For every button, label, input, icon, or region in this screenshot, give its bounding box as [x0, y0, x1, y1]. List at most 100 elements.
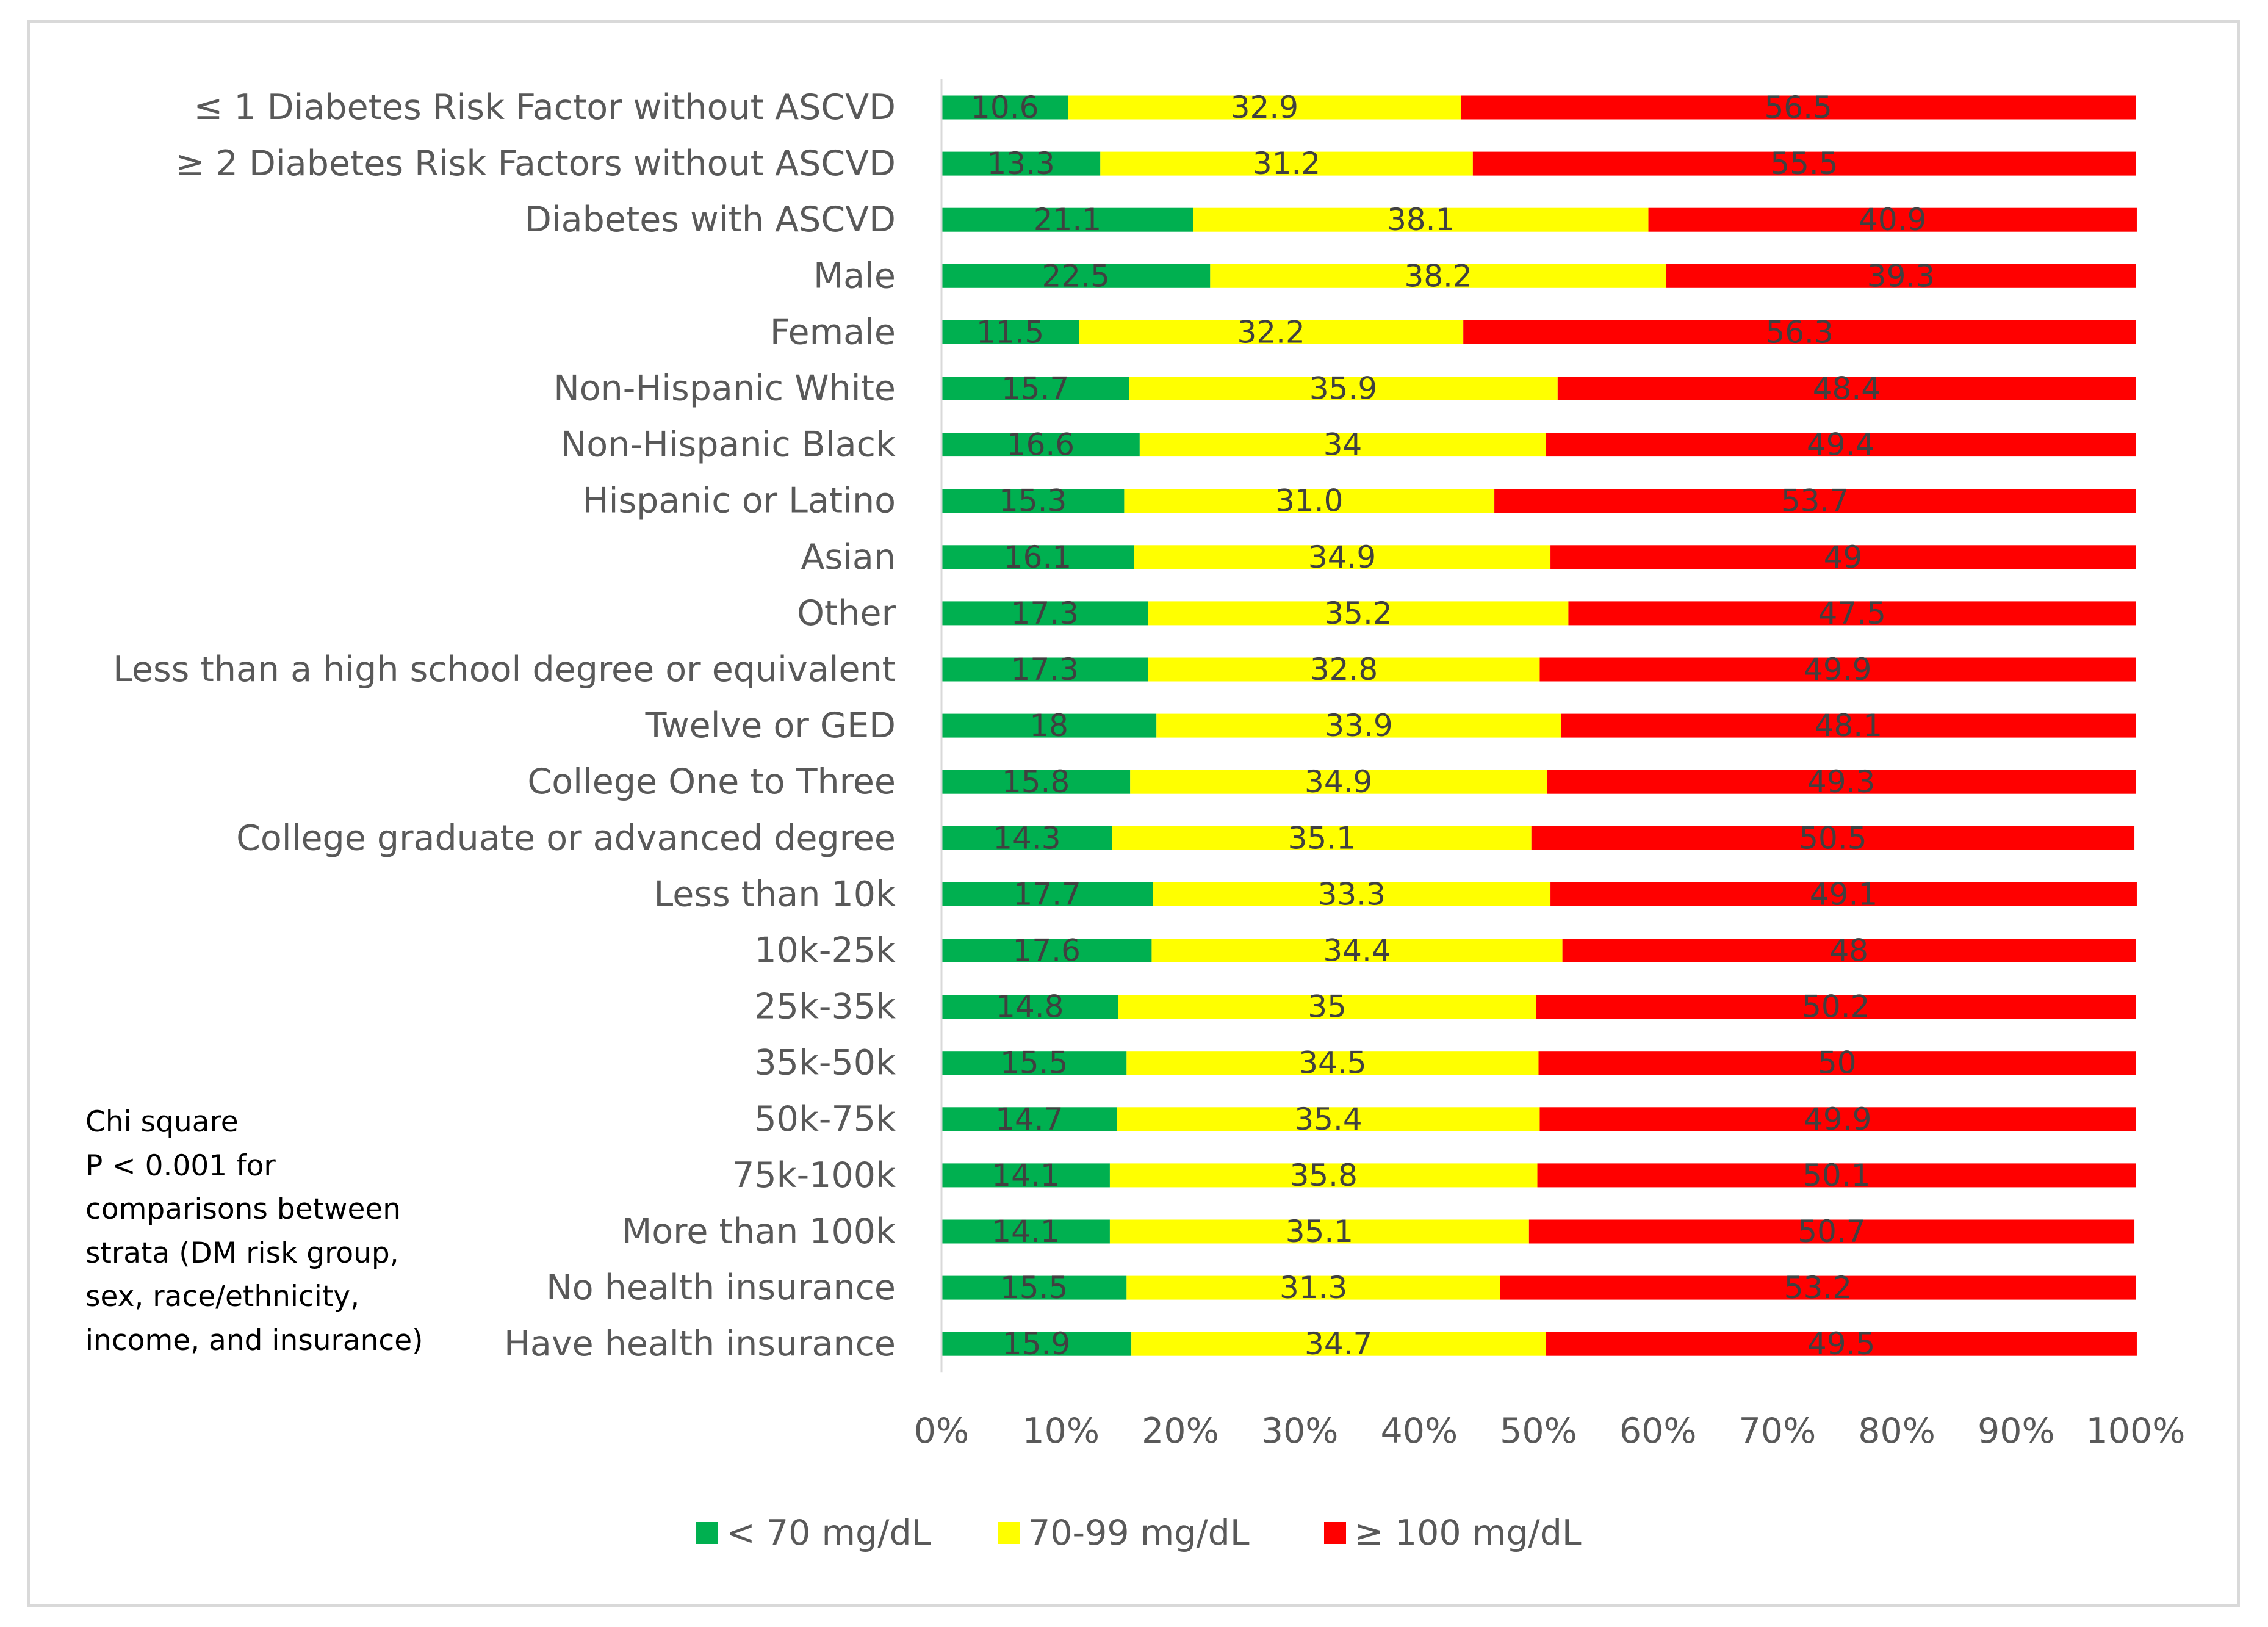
data-label: 15.9 — [1003, 1326, 1070, 1362]
bar-segment — [1463, 320, 2136, 344]
bar-segment — [1156, 713, 1561, 738]
chart-frame — [27, 20, 2240, 1607]
category-label: Other — [797, 593, 896, 633]
legend-swatch — [998, 1522, 1020, 1544]
data-label: 33.9 — [1325, 708, 1392, 743]
category-label: Have health insurance — [504, 1324, 896, 1364]
data-label: 22.5 — [1042, 258, 1109, 294]
category-label: Diabetes with ASCVD — [525, 200, 896, 240]
category-label: 25k-35k — [754, 987, 896, 1027]
bar-segment — [1557, 377, 2136, 400]
data-label: 14.1 — [992, 1214, 1059, 1249]
bar-segment — [1126, 1275, 1500, 1300]
data-label: 50.7 — [1798, 1214, 1865, 1249]
category-label: Female — [770, 312, 896, 352]
bar-segment — [1568, 601, 2136, 626]
bar-segment — [1131, 1332, 1546, 1356]
data-label: 48.1 — [1815, 708, 1882, 743]
bar-segment — [1193, 207, 1649, 232]
data-label: 49.9 — [1804, 652, 1871, 687]
data-label: 47.5 — [1818, 596, 1886, 631]
data-label: 15.8 — [1002, 764, 1070, 799]
bar-segment — [1528, 1219, 2135, 1244]
bar-segment — [1537, 1163, 2136, 1188]
bar-segment — [941, 207, 1193, 232]
bar-segment — [941, 657, 1148, 682]
data-label: 35.4 — [1294, 1102, 1362, 1137]
bar-segment — [1134, 545, 1551, 569]
bar-segment — [1648, 207, 2137, 232]
data-label: 17.3 — [1011, 652, 1079, 687]
bar-segment — [1124, 489, 1495, 513]
note-line: strata (DM risk group, — [85, 1236, 399, 1270]
bar-segment — [941, 1275, 1127, 1300]
legend-swatch — [1324, 1522, 1346, 1544]
category-label: Twelve or GED — [645, 705, 896, 746]
bar-segment — [1461, 95, 2136, 120]
bar-segment — [1118, 995, 1536, 1019]
bar-segment — [941, 939, 1152, 962]
data-label: 35 — [1308, 989, 1347, 1025]
bar-segment — [1129, 377, 1558, 400]
category-labels: ≤ 1 Diabetes Risk Factor without ASCVD ≥ … — [113, 87, 896, 1364]
category-label: Non-Hispanic Black — [561, 425, 896, 465]
bar-segment — [1068, 95, 1461, 120]
data-label: 17.6 — [1013, 933, 1081, 969]
bar-segment — [1666, 264, 2136, 288]
data-label: 34.7 — [1305, 1326, 1372, 1362]
data-label: 18 — [1029, 708, 1068, 743]
x-tick-label: 100% — [2086, 1411, 2186, 1451]
data-label: 38.1 — [1387, 202, 1455, 237]
bar-segment — [1531, 826, 2135, 850]
data-label: 53.7 — [1781, 483, 1849, 519]
category-label: 75k-100k — [732, 1155, 896, 1196]
data-label: 40.9 — [1859, 202, 1926, 237]
data-label: 17.3 — [1011, 596, 1079, 631]
data-label: 48.4 — [1813, 371, 1881, 406]
bar-segment — [941, 1332, 1132, 1356]
bar-segment — [941, 882, 1153, 906]
data-label: 55.5 — [1770, 146, 1838, 181]
data-label: 31.2 — [1253, 146, 1320, 181]
bar-segment — [1109, 1219, 1529, 1244]
data-label: 56.5 — [1764, 90, 1832, 125]
bar-segment — [1539, 1107, 2136, 1131]
data-label: 49.3 — [1807, 764, 1875, 799]
category-label: 35k-50k — [754, 1043, 896, 1083]
data-label: 34.9 — [1308, 539, 1376, 575]
category-label: Asian — [801, 537, 896, 577]
data-label: 32.9 — [1231, 90, 1298, 125]
data-label: 14.1 — [992, 1158, 1059, 1193]
note-line: sex, race/ethnicity, — [85, 1280, 360, 1313]
x-tick-label: 10% — [1022, 1411, 1100, 1451]
data-label: 17.7 — [1013, 876, 1081, 912]
bar-segment — [941, 320, 1079, 344]
bar-segment — [1472, 151, 2136, 176]
bar-segment — [1130, 770, 1547, 794]
bar-segment — [941, 489, 1125, 513]
category-label: Less than a high school degree or equiva… — [113, 649, 896, 690]
bar-segment — [1210, 264, 1666, 288]
bar-segment — [1500, 1275, 2136, 1300]
bar-segment — [941, 151, 1101, 176]
category-label: Hispanic or Latino — [583, 481, 896, 521]
bar-segment — [1079, 320, 1464, 344]
bar-segment — [1117, 1107, 1540, 1131]
note-line: income, and insurance) — [85, 1323, 423, 1357]
data-label: 49.9 — [1804, 1102, 1871, 1137]
data-label: 32.8 — [1310, 652, 1378, 687]
data-label: 32.2 — [1237, 314, 1305, 350]
x-tick-label: 70% — [1739, 1411, 1816, 1451]
data-label: 39.3 — [1867, 258, 1935, 294]
bar-segment — [941, 545, 1134, 569]
data-label: 50.1 — [1802, 1158, 1870, 1193]
x-tick-label: 90% — [1978, 1411, 2055, 1451]
bars-layer: 10.6 32.9 56.5 13.3 31.2 55.5 21.1 38.1 40.9 22.5… — [941, 90, 2137, 1362]
bar-segment — [1139, 433, 1546, 457]
data-label: 34.9 — [1305, 764, 1372, 799]
bar-segment — [1561, 713, 2136, 738]
data-label: 31.3 — [1280, 1270, 1347, 1305]
bar-segment — [1550, 545, 2136, 569]
data-label: 13.3 — [987, 146, 1054, 181]
